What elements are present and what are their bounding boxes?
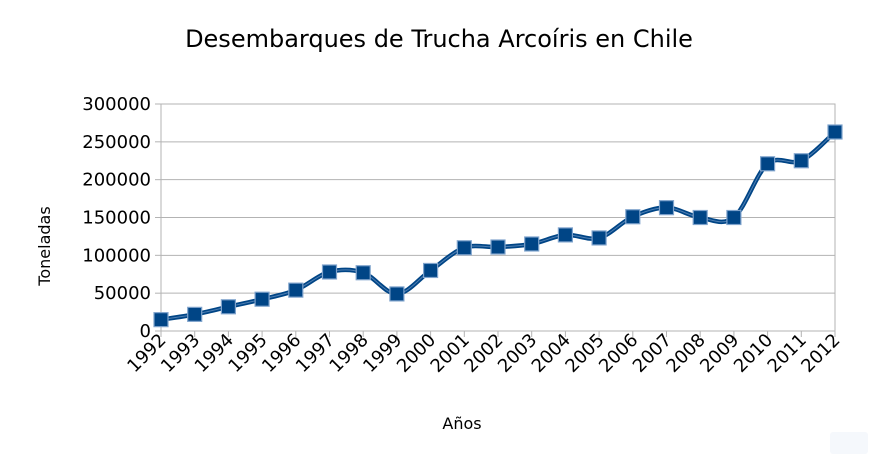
data-point-marker: [759, 156, 776, 172]
data-point-marker: [187, 306, 203, 322]
data-point-marker: [423, 262, 439, 279]
y-tick-label: 200000: [82, 170, 151, 191]
x-axis-title: Años: [442, 414, 481, 433]
y-axis-title: Toneladas: [35, 206, 54, 286]
data-point-marker: [692, 209, 708, 226]
data-point-marker: [254, 291, 270, 307]
data-point-marker: [658, 200, 675, 216]
data-point-marker: [288, 282, 304, 298]
y-tick-label: 100000: [82, 245, 151, 266]
data-point-marker: [625, 209, 641, 225]
data-point-marker: [355, 265, 371, 281]
x-tick-label: 2012: [797, 330, 844, 377]
chart-title: Desembarques de Trucha Arcoíris en Chile: [185, 25, 693, 53]
y-tick-label: 50000: [94, 283, 151, 304]
y-tick-label: 150000: [82, 208, 151, 229]
data-point-marker: [524, 236, 540, 252]
y-tick-label: 0: [140, 321, 151, 342]
data-point-marker: [557, 227, 574, 243]
data-point-marker: [153, 312, 169, 328]
series-line-highlight: [160, 131, 836, 321]
data-point-marker: [220, 299, 236, 315]
y-axis-ticks: 0 50000 100000 150000 200000 250000 300000: [82, 94, 161, 342]
data-point-marker: [827, 124, 843, 140]
y-tick-label: 300000: [82, 94, 151, 115]
grid-lines: [161, 103, 835, 294]
x-axis-ticks: 1992199319941995199619971998199920002001…: [123, 330, 844, 377]
data-point-marker: [456, 240, 472, 256]
data-point-marker: [490, 239, 506, 255]
data-point-marker: [591, 230, 607, 246]
corner-background-patch: [830, 432, 868, 454]
data-point-marker: [321, 264, 338, 280]
series-layer: [153, 124, 843, 328]
series-line: [158, 129, 838, 322]
data-point-marker: [793, 153, 809, 169]
data-point-marker: [389, 286, 405, 302]
data-point-marker: [726, 209, 742, 226]
y-tick-label: 250000: [82, 132, 151, 153]
